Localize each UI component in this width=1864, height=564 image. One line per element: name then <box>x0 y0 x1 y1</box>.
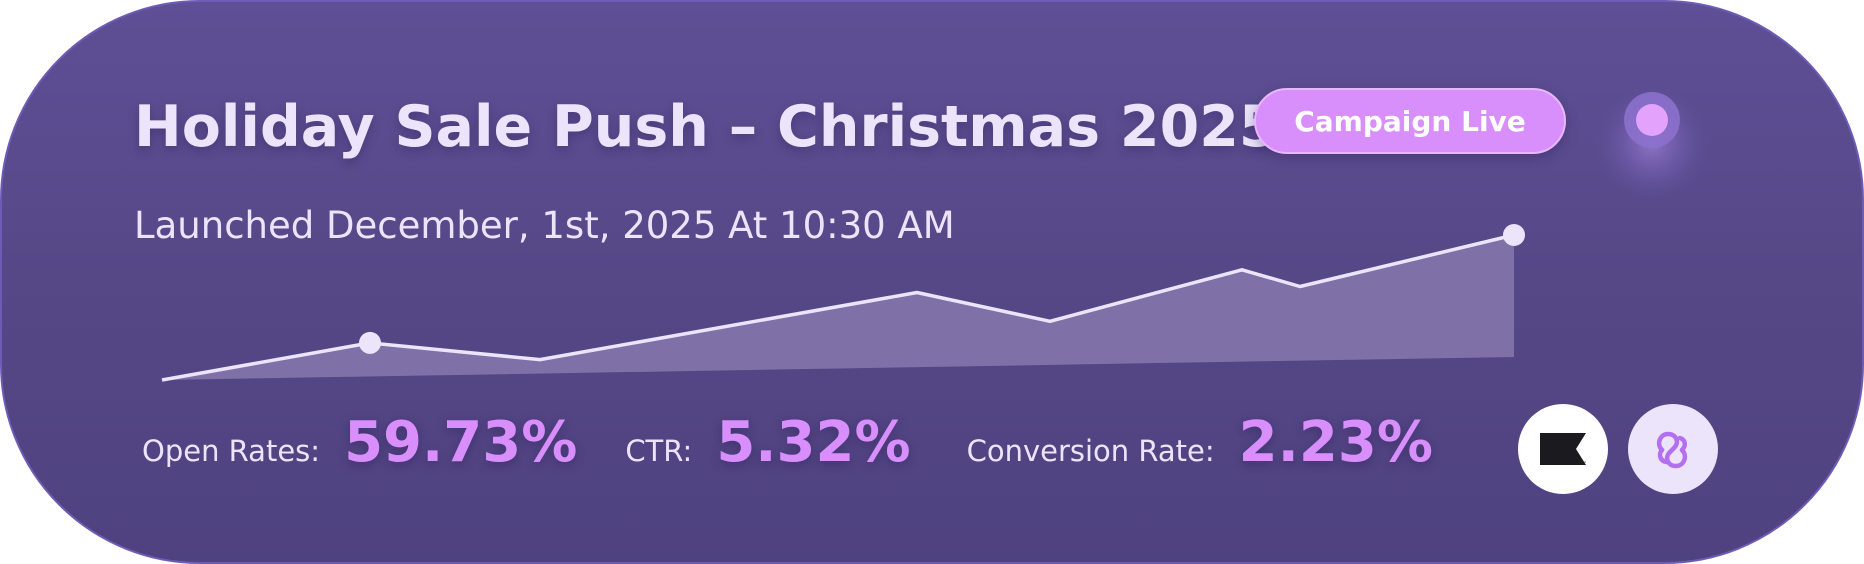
campaign-status-badge: Campaign Live <box>1254 88 1566 154</box>
link-integration-button[interactable] <box>1628 404 1718 494</box>
svg-text:™: ™ <box>1582 461 1587 467</box>
campaign-title: Holiday Sale Push – Christmas 2025 <box>134 94 1279 160</box>
sparkline-point <box>1503 224 1525 246</box>
conversion-rate-label: Conversion Rate: <box>966 434 1215 468</box>
conversion-rate-value: 2.23% <box>1238 410 1433 475</box>
sparkline-line <box>161 233 1515 382</box>
live-indicator-icon <box>1594 86 1710 202</box>
klaviyo-integration-button[interactable]: ™ <box>1518 404 1608 494</box>
klaviyo-flag-icon: ™ <box>1540 433 1587 467</box>
metrics-row: Open Rates: 59.73% CTR: 5.32% Conversion… <box>142 410 1433 480</box>
link-icon <box>1656 431 1688 469</box>
ctr-value: 5.32% <box>716 410 911 475</box>
sparkline-point <box>359 331 381 354</box>
open-rate-label: Open Rates: <box>142 434 321 468</box>
open-rate-value: 59.73% <box>344 410 578 475</box>
ctr-label: CTR: <box>625 434 693 468</box>
campaign-launch-date: Launched December, 1st, 2025 At 10:30 AM <box>134 204 955 247</box>
